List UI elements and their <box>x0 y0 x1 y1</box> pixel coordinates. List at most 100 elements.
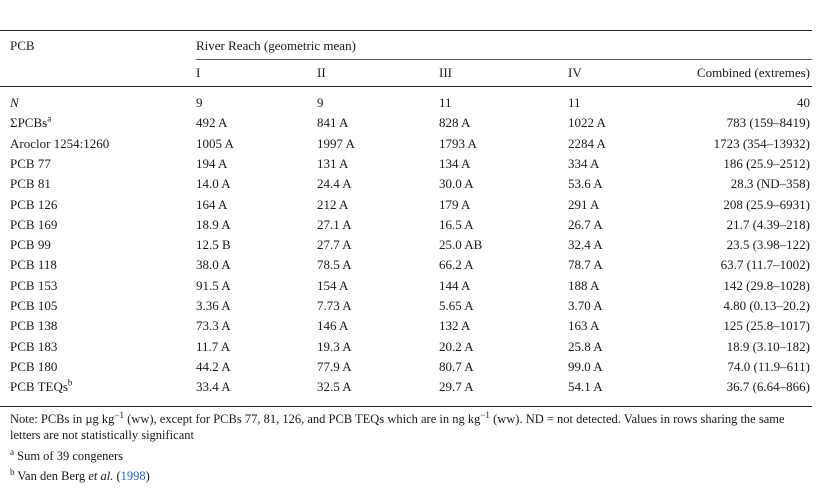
table-cell: 194 A <box>196 156 228 171</box>
row-label: PCB 118 <box>10 257 57 272</box>
table-cell: 3.70 A <box>568 298 603 313</box>
row-label: N <box>10 95 19 110</box>
subheader-reach-1: I <box>196 65 201 80</box>
table-cell: 18.9 (3.10–182) <box>726 339 810 354</box>
table-cell: 212 A <box>317 197 349 212</box>
subheader-reach-4: IV <box>568 65 582 80</box>
table-cell: 164 A <box>196 197 228 212</box>
table-cell: 5.65 A <box>439 298 474 313</box>
reference-year-link[interactable]: 1998 <box>120 469 146 483</box>
row-label: PCB 183 <box>10 339 58 354</box>
table-cell: 18.9 A <box>196 217 231 232</box>
group-header-rule <box>196 59 812 60</box>
footnote-b: b Van den Berg et al. (1998) <box>10 466 150 483</box>
table-cell: 53.6 A <box>568 176 603 191</box>
table-cell: 188 A <box>568 278 600 293</box>
table-note: Note: PCBs in µg kg−1 (ww), except for P… <box>10 409 785 442</box>
table-cell: 1793 A <box>439 136 477 151</box>
table-cell: 7.73 A <box>317 298 352 313</box>
table-cell: 44.2 A <box>196 359 231 374</box>
table-cell: 23.5 (3.98–122) <box>726 237 810 252</box>
table-cell: 26.7 A <box>568 217 603 232</box>
table-cell: 144 A <box>439 278 471 293</box>
row-label: PCB 180 <box>10 359 58 374</box>
row-label: PCB 105 <box>10 298 58 313</box>
table-cell: 131 A <box>317 156 349 171</box>
header-pcb: PCB <box>10 38 35 53</box>
header-river-reach: River Reach (geometric mean) <box>196 38 356 53</box>
table-cell: 99.0 A <box>568 359 603 374</box>
table-cell: 40 <box>797 95 810 110</box>
table-cell: 208 (25.9–6931) <box>723 197 810 212</box>
table-cell: 12.5 B <box>196 237 231 252</box>
row-label: PCB 153 <box>10 278 58 293</box>
table-cell: 77.9 A <box>317 359 352 374</box>
top-rule <box>0 30 812 31</box>
subheader-combined: Combined (extremes) <box>697 65 810 80</box>
table-cell: 11 <box>439 95 452 110</box>
table-cell: 9 <box>196 95 203 110</box>
table-cell: 186 (25.9–2512) <box>723 156 810 171</box>
table-cell: 4.80 (0.13–20.2) <box>723 298 810 313</box>
table-cell: 163 A <box>568 318 600 333</box>
table-cell: 146 A <box>317 318 349 333</box>
row-label: PCB 126 <box>10 197 58 212</box>
header-rule <box>0 86 812 87</box>
table-cell: 179 A <box>439 197 471 212</box>
table-cell: 291 A <box>568 197 600 212</box>
table-cell: 11 <box>568 95 581 110</box>
table-cell: 27.1 A <box>317 217 352 232</box>
table-cell: 91.5 A <box>196 278 231 293</box>
table-cell: 19.3 A <box>317 339 352 354</box>
table-cell: 21.7 (4.39–218) <box>726 217 810 232</box>
row-label: PCB TEQsb <box>10 377 73 394</box>
table-cell: 20.2 A <box>439 339 474 354</box>
row-label: ΣPCBsa <box>10 113 52 130</box>
table-cell: 125 (25.8–1017) <box>723 318 810 333</box>
table-cell: 16.5 A <box>439 217 474 232</box>
table-cell: 36.7 (6.64–866) <box>726 379 810 394</box>
table-cell: 32.4 A <box>568 237 603 252</box>
table-cell: 1723 (354–13932) <box>713 136 810 151</box>
table-cell: 1997 A <box>317 136 355 151</box>
table-cell: 74.0 (11.9–611) <box>727 359 810 374</box>
table-cell: 492 A <box>196 115 228 130</box>
table-cell: 33.4 A <box>196 379 231 394</box>
table-cell: 142 (29.8–1028) <box>723 278 810 293</box>
table-cell: 29.7 A <box>439 379 474 394</box>
row-label: PCB 169 <box>10 217 58 232</box>
subheader-reach-2: II <box>317 65 326 80</box>
footnote-a: a Sum of 39 congeners <box>10 446 124 463</box>
table-cell: 80.7 A <box>439 359 474 374</box>
table-cell: 1005 A <box>196 136 234 151</box>
table-cell: 28.3 (ND–358) <box>730 176 810 191</box>
row-label: Aroclor 1254:1260 <box>10 136 110 151</box>
table-cell: 3.36 A <box>196 298 231 313</box>
table-cell: 14.0 A <box>196 176 231 191</box>
table-cell: 134 A <box>439 156 471 171</box>
table-cell: 78.7 A <box>568 257 603 272</box>
row-label: PCB 99 <box>10 237 51 252</box>
row-label: PCB 138 <box>10 318 58 333</box>
table-cell: 9 <box>317 95 324 110</box>
row-label: PCB 77 <box>10 156 51 171</box>
table-cell: 24.4 A <box>317 176 352 191</box>
table-cell: 154 A <box>317 278 349 293</box>
table-cell: 11.7 A <box>196 339 231 354</box>
table-cell: 132 A <box>439 318 471 333</box>
bottom-rule <box>0 406 812 407</box>
table-cell: 27.7 A <box>317 237 352 252</box>
table-cell: 25.8 A <box>568 339 603 354</box>
table-cell: 32.5 A <box>317 379 352 394</box>
table-cell: 38.0 A <box>196 257 231 272</box>
table-cell: 828 A <box>439 115 471 130</box>
table-cell: 54.1 A <box>568 379 603 394</box>
table-cell: 334 A <box>568 156 600 171</box>
table-cell: 25.0 AB <box>439 237 483 252</box>
table-cell: 1022 A <box>568 115 606 130</box>
row-label: PCB 81 <box>10 176 51 191</box>
table-cell: 30.0 A <box>439 176 474 191</box>
table-cell: 73.3 A <box>196 318 231 333</box>
table-cell: 2284 A <box>568 136 606 151</box>
